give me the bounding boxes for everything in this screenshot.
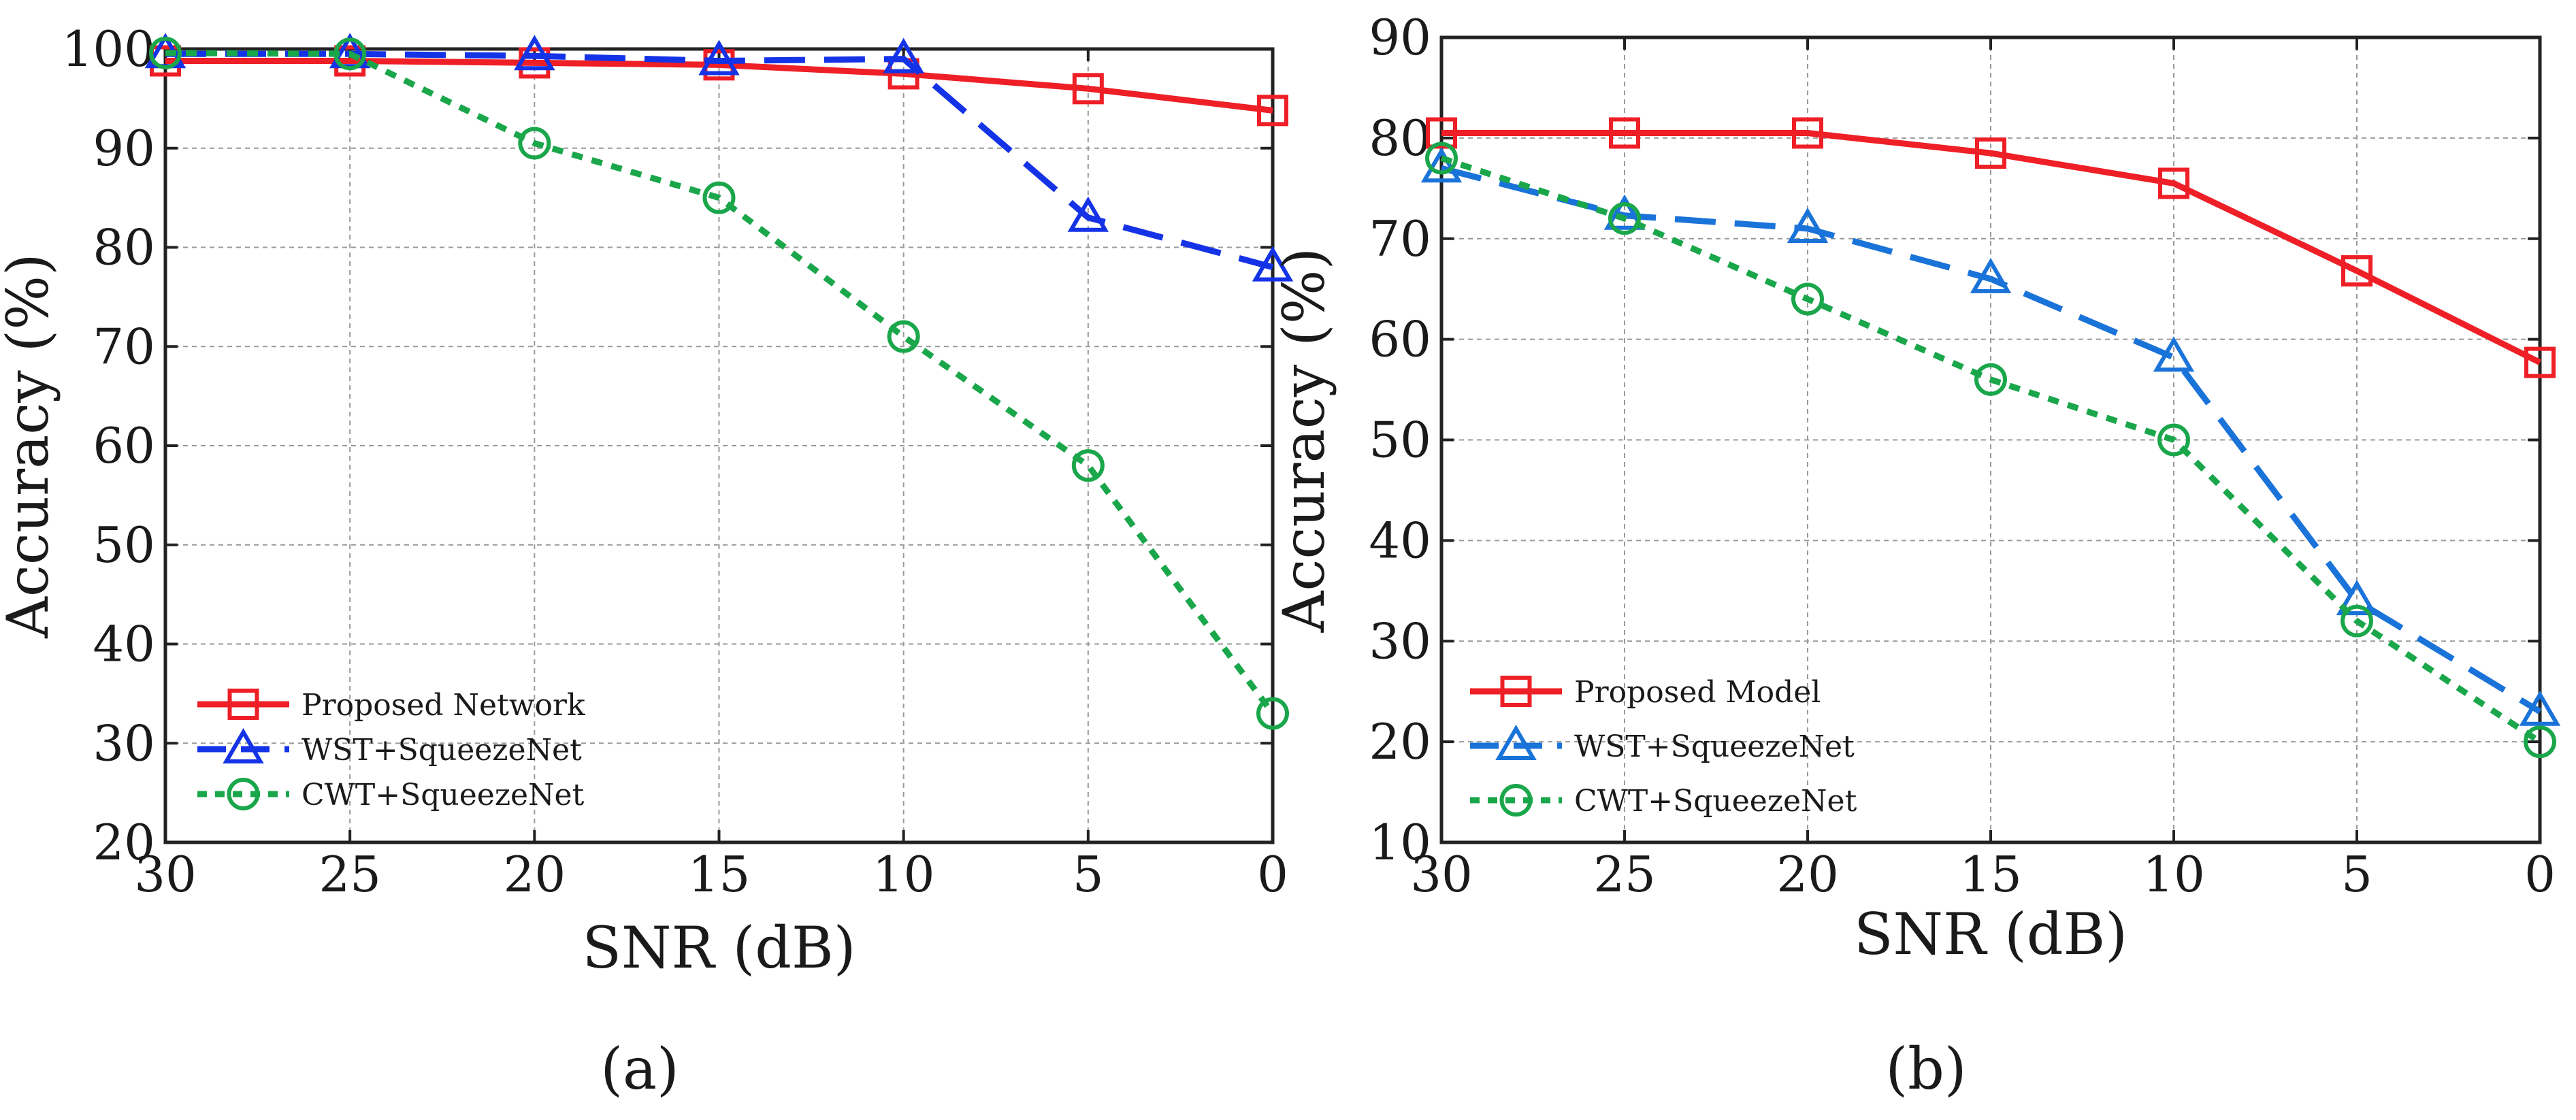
a-legend-marker-cwt-squeezenet bbox=[227, 778, 260, 810]
a-x-tick-label: 30 bbox=[134, 846, 197, 903]
b-data-point-proposed-model bbox=[2341, 255, 2373, 287]
b-data-point-wst-squeezenet bbox=[2153, 336, 2195, 372]
a-data-point-wst-squeezenet bbox=[1252, 246, 1294, 282]
b-data-point-wst-squeezenet bbox=[1787, 207, 1829, 243]
a-legend-marker-wst-squeezenet bbox=[223, 728, 264, 763]
a-x-tick-label: 10 bbox=[873, 846, 935, 903]
b-y-tick-label: 20 bbox=[1369, 713, 1431, 770]
a-legend-label-cwt-squeezenet: CWT+SqueezeNet bbox=[301, 778, 585, 812]
b-x-tick-label: 5 bbox=[2341, 846, 2373, 903]
b-data-point-wst-squeezenet bbox=[1970, 257, 2012, 293]
b-legend-label-wst-squeezenet: WST+SqueezeNet bbox=[1574, 729, 1855, 764]
a-y-tick-label: 40 bbox=[93, 616, 155, 673]
b-x-tick-label: 20 bbox=[1776, 846, 1839, 903]
a-data-point-wst-squeezenet bbox=[514, 35, 555, 71]
a-data-point-proposed-network bbox=[1257, 95, 1288, 127]
b-data-point-cwt-squeezenet bbox=[1425, 142, 1458, 175]
b-y-axis-label: Accuracy (%) bbox=[1271, 248, 1337, 633]
a-data-point-wst-squeezenet bbox=[1067, 196, 1109, 232]
b-data-point-proposed-model bbox=[2158, 167, 2189, 199]
a-legend-marker-proposed-network bbox=[227, 689, 259, 720]
a-data-point-cwt-squeezenet bbox=[887, 320, 920, 353]
b-data-point-wst-squeezenet bbox=[1603, 194, 1646, 230]
b-y-tick-label: 70 bbox=[1369, 210, 1431, 267]
a-legend-label-wst-squeezenet: WST+SqueezeNet bbox=[301, 733, 582, 768]
b-data-point-cwt-squeezenet bbox=[2524, 725, 2556, 759]
a-panel-label: (a) bbox=[600, 1036, 679, 1102]
b-x-tick-label: 15 bbox=[1959, 846, 2022, 903]
b-data-point-wst-squeezenet bbox=[2519, 690, 2561, 726]
b-panel-label: (b) bbox=[1885, 1036, 1966, 1102]
b-y-tick-label: 10 bbox=[1369, 814, 1431, 871]
b-y-tick-label: 60 bbox=[1369, 311, 1431, 368]
a-y-tick-label: 90 bbox=[93, 120, 155, 177]
a-data-point-cwt-squeezenet bbox=[518, 127, 551, 160]
a-legend-label-proposed-network: Proposed Network bbox=[301, 688, 585, 723]
b-y-tick-label: 40 bbox=[1369, 512, 1431, 569]
b-x-tick-label: 10 bbox=[2142, 846, 2205, 903]
b-data-point-proposed-model bbox=[1609, 117, 1640, 149]
b-data-point-proposed-model bbox=[1792, 117, 1823, 149]
a-x-axis-label: SNR (dB) bbox=[582, 915, 855, 981]
b-plot-frame bbox=[1439, 35, 2542, 844]
b-x-tick-label: 0 bbox=[2524, 846, 2556, 903]
a-data-point-cwt-squeezenet bbox=[1071, 449, 1105, 482]
b-data-point-proposed-model bbox=[1975, 137, 2006, 169]
a-x-tick-label: 0 bbox=[1257, 846, 1288, 903]
a-y-tick-label: 60 bbox=[93, 417, 155, 474]
b-x-axis-label: SNR (dB) bbox=[1854, 901, 2127, 968]
b-series-line-proposed-model bbox=[1441, 129, 2542, 365]
b-x-tick-label: 30 bbox=[1410, 846, 1473, 903]
a-y-tick-label: 70 bbox=[93, 318, 155, 375]
a-x-tick-label: 15 bbox=[688, 846, 751, 903]
a-y-axis-label: Accuracy (%) bbox=[0, 253, 61, 639]
a-plot-frame bbox=[163, 47, 1275, 844]
b-data-point-cwt-squeezenet bbox=[2157, 423, 2190, 457]
a-data-point-cwt-squeezenet bbox=[702, 181, 736, 214]
a-series-line-cwt-squeezenet bbox=[165, 50, 1275, 716]
b-legend-marker-cwt-squeezenet bbox=[1499, 784, 1533, 817]
b-data-point-cwt-squeezenet bbox=[1608, 202, 1641, 235]
a-data-point-cwt-squeezenet bbox=[333, 37, 367, 71]
b-y-tick-label: 90 bbox=[1369, 9, 1431, 66]
a-y-tick-label: 50 bbox=[93, 516, 155, 574]
b-data-point-wst-squeezenet bbox=[2336, 580, 2378, 616]
b-data-point-cwt-squeezenet bbox=[1791, 282, 1824, 316]
b-series-line-cwt-squeezenet bbox=[1440, 155, 2542, 744]
a-y-tick-label: 30 bbox=[93, 714, 155, 772]
a-x-tick-label: 20 bbox=[504, 846, 566, 903]
b-y-tick-label: 80 bbox=[1369, 110, 1431, 167]
a-data-point-proposed-network bbox=[1072, 73, 1104, 105]
a-data-point-cwt-squeezenet bbox=[1256, 697, 1289, 730]
b-legend-label-cwt-squeezenet: CWT+SqueezeNet bbox=[1574, 784, 1857, 819]
a-x-tick-label: 5 bbox=[1073, 846, 1104, 903]
a-data-point-wst-squeezenet bbox=[698, 39, 740, 76]
b-data-point-wst-squeezenet bbox=[1420, 147, 1463, 183]
b-legend-label-proposed-model: Proposed Model bbox=[1574, 675, 1821, 710]
b-data-point-cwt-squeezenet bbox=[2341, 604, 2373, 638]
b-y-tick-label: 30 bbox=[1369, 612, 1431, 670]
a-x-tick-label: 25 bbox=[319, 846, 381, 903]
a-series-line-proposed-network bbox=[165, 57, 1273, 114]
b-y-tick-label: 50 bbox=[1369, 412, 1431, 469]
b-legend-marker-wst-squeezenet bbox=[1495, 725, 1537, 760]
a-y-tick-label: 80 bbox=[93, 219, 155, 276]
b-data-point-cwt-squeezenet bbox=[1974, 363, 2007, 396]
a-y-tick-label: 20 bbox=[93, 814, 155, 871]
a-data-point-cwt-squeezenet bbox=[149, 36, 182, 69]
a-y-tick-label: 100 bbox=[62, 20, 155, 78]
b-data-point-proposed-model bbox=[2524, 346, 2556, 378]
b-x-tick-label: 25 bbox=[1593, 846, 1656, 903]
b-legend-marker-proposed-model bbox=[1500, 676, 1532, 707]
b-data-point-proposed-model bbox=[1426, 117, 1457, 149]
a-data-point-wst-squeezenet bbox=[883, 37, 924, 73]
